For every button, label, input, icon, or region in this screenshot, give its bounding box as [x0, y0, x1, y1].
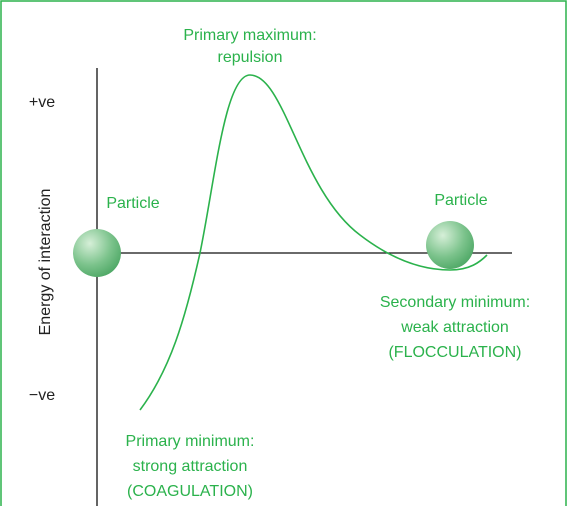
- label: Primary maximum:: [183, 27, 316, 44]
- label: repulsion: [218, 49, 283, 66]
- label: strong attraction: [133, 458, 248, 475]
- particle-left: [73, 229, 121, 277]
- label: Particle: [434, 192, 487, 209]
- particle-right: [426, 221, 474, 269]
- label: weak attraction: [400, 319, 509, 336]
- label: (FLOCCULATION): [388, 344, 521, 361]
- y-axis-title: Energy of interaction: [37, 189, 54, 336]
- label: Primary minimum:: [126, 433, 255, 450]
- axis-label: −ve: [29, 387, 55, 404]
- energy-curve: [139, 74, 488, 411]
- label: Secondary minimum:: [380, 294, 530, 311]
- axis-label: +ve: [29, 94, 55, 111]
- label: (COAGULATION): [127, 483, 253, 500]
- label: Particle: [106, 195, 159, 212]
